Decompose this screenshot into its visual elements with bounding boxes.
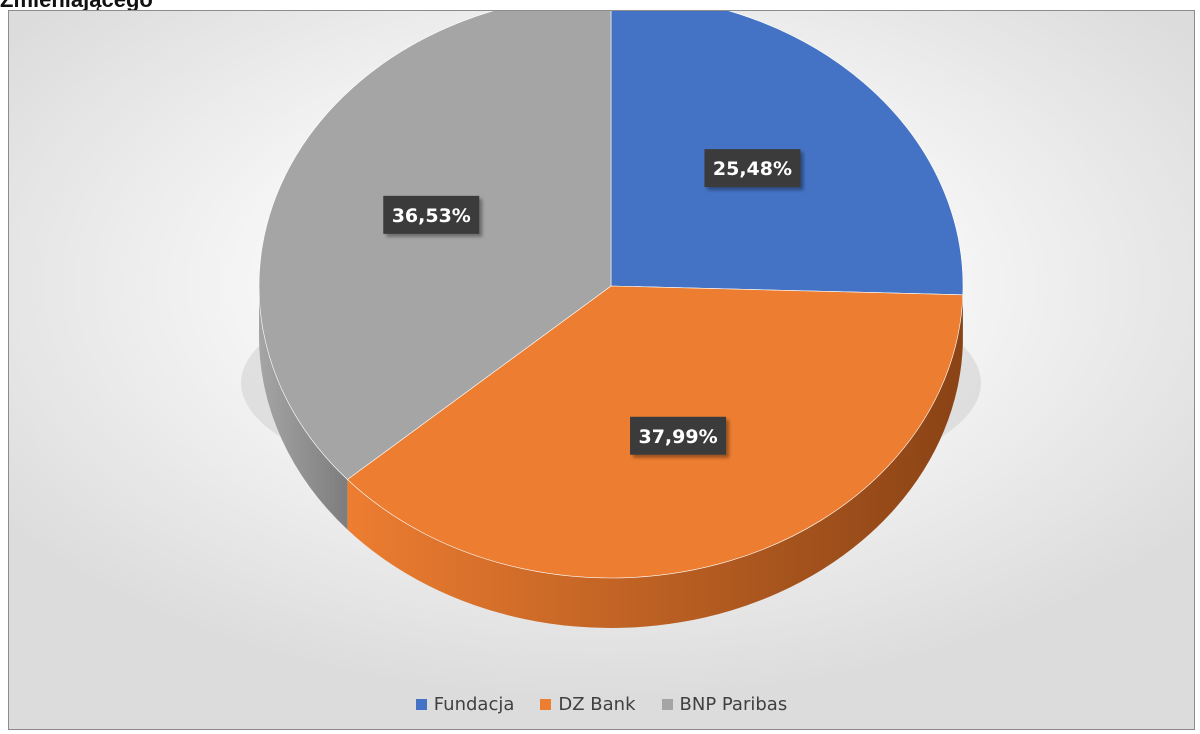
data-label-text: 37,99% bbox=[638, 426, 717, 448]
pie-side-dz-bank bbox=[347, 294, 963, 629]
pie-sides bbox=[259, 286, 963, 629]
pie-tops bbox=[258, 11, 964, 579]
data-label-dz-bank: 37,99% bbox=[630, 416, 727, 455]
pie-side-bnp-paribas bbox=[259, 286, 348, 530]
legend-item-bnp-paribas: BNP Paribas bbox=[661, 694, 788, 715]
legend-swatch bbox=[661, 699, 673, 710]
data-label-box bbox=[704, 149, 801, 188]
chart-area: 25,48% 37,99% 36,53% Fundacja DZ Bank BNP Pa… bbox=[8, 10, 1195, 730]
data-label-text: 36,53% bbox=[392, 205, 471, 227]
data-label-bnp-paribas: 36,53% bbox=[383, 195, 480, 234]
data-label-text: 25,48% bbox=[713, 158, 792, 180]
legend-label: BNP Paribas bbox=[679, 694, 788, 715]
legend: Fundacja DZ Bank BNP Paribas bbox=[9, 694, 1194, 715]
legend-label: DZ Bank bbox=[558, 694, 636, 715]
pie-slice-bnp-paribas[interactable] bbox=[258, 11, 612, 480]
data-label-box bbox=[630, 416, 727, 455]
pie-chart: 25,48% 37,99% 36,53% bbox=[241, 11, 981, 629]
data-label-fundacja: 25,48% bbox=[704, 149, 801, 188]
legend-label: Fundacja bbox=[433, 694, 515, 715]
legend-swatch bbox=[540, 699, 552, 710]
data-label-box bbox=[383, 195, 480, 234]
legend-swatch bbox=[415, 699, 427, 710]
legend-item-dz-bank: DZ Bank bbox=[540, 694, 636, 715]
page-heading-fragment: Zmieniającego bbox=[0, 0, 300, 11]
data-labels: 25,48% 37,99% 36,53% bbox=[383, 149, 801, 455]
legend-item-fundacja: Fundacja bbox=[415, 694, 515, 715]
